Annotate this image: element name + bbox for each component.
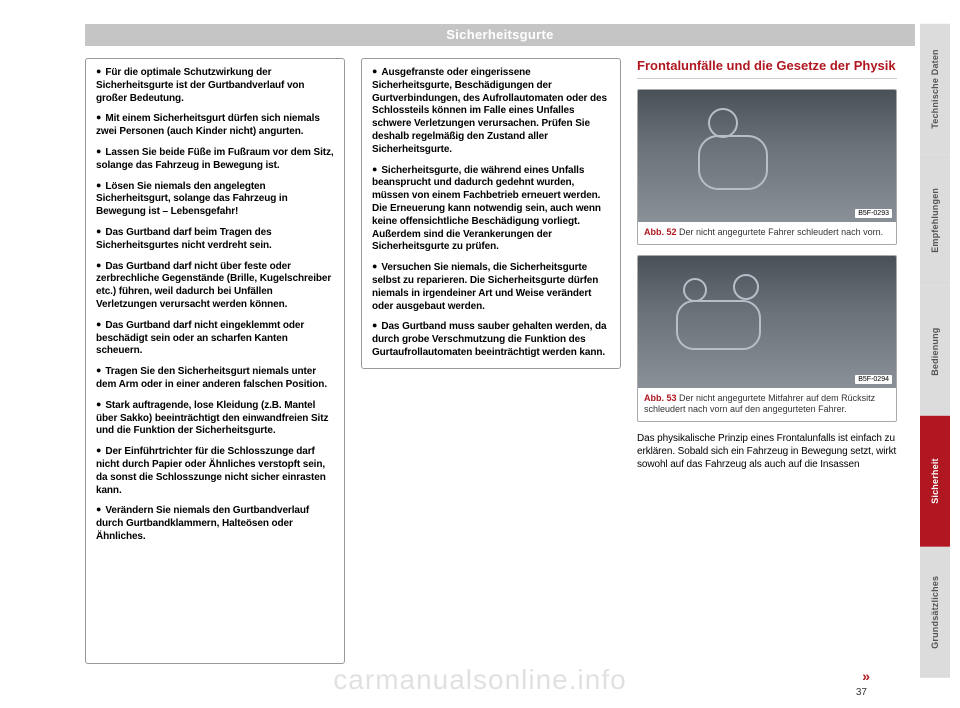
figure-52-caption: Abb. 52 Der nicht angegurtete Fahrer sch… xyxy=(638,222,896,244)
continuation-icon: » xyxy=(862,668,867,684)
figure-53: B5F-0294 Abb. 53 Der nicht angegurtete M… xyxy=(637,255,897,423)
page-number: 37 xyxy=(856,687,867,698)
bullet: Der Einführtrichter für die Schlosszunge… xyxy=(96,446,334,497)
figure-52-image: B5F-0293 xyxy=(638,90,896,222)
bullet: Lösen Sie niemals den angelegten Sicherh… xyxy=(96,181,334,219)
bullet: Lassen Sie beide Füße im Fußraum vor dem… xyxy=(96,147,334,173)
bullet: Stark auftragende, lose Kleidung (z.B. M… xyxy=(96,400,334,438)
page-header-title: Sicherheitsgurte xyxy=(446,27,553,42)
bullet: Das Gurtband darf nicht eingeklemmt oder… xyxy=(96,320,334,358)
tab-bedienung[interactable]: Bedienung xyxy=(920,286,950,417)
bullet: Mit einem Sicherheitsgurt dürfen sich ni… xyxy=(96,113,334,139)
tab-grundsaetzliches[interactable]: Grundsätzliches xyxy=(920,547,950,678)
bullet: Das Gurtband darf beim Tragen des Sicher… xyxy=(96,227,334,253)
body-paragraph: Das physikalische Prinzip eines Frontalu… xyxy=(637,432,897,471)
bullet: Ausgefranste oder eingerissene Sicherhei… xyxy=(372,67,610,157)
warning-box-1: Für die optimale Schutzwirkung der Siche… xyxy=(85,58,345,664)
bullet: Für die optimale Schutzwirkung der Siche… xyxy=(96,67,334,105)
warning-box-2: Ausgefranste oder eingerissene Sicherhei… xyxy=(361,58,621,369)
figure-53-badge: B5F-0294 xyxy=(855,375,892,384)
bullet: Das Gurtband muss sauber gehalten werden… xyxy=(372,321,610,359)
bullet: Sicherheitsgurte, die während eines Unfa… xyxy=(372,165,610,255)
section-title: Frontalunfälle und die Gesetze der Physi… xyxy=(637,58,897,79)
page-header: Sicherheitsgurte xyxy=(85,24,915,46)
bullet: Tragen Sie den Sicherheitsgurt niemals u… xyxy=(96,366,334,392)
side-tabs: Technische Daten Empfehlungen Bedienung … xyxy=(920,24,950,678)
manual-page: Sicherheitsgurte Für die optimale Schutz… xyxy=(85,0,915,708)
figure-53-caption: Abb. 53 Der nicht angegurtete Mitfahrer … xyxy=(638,388,896,422)
tab-sicherheit[interactable]: Sicherheit xyxy=(920,416,950,547)
column-1: Für die optimale Schutzwirkung der Siche… xyxy=(85,58,345,678)
figure-52-caption-text: Der nicht angegurtete Fahrer schleudert … xyxy=(679,227,883,237)
figure-52-badge: B5F-0293 xyxy=(855,209,892,218)
tab-technische-daten[interactable]: Technische Daten xyxy=(920,24,950,155)
tab-empfehlungen[interactable]: Empfehlungen xyxy=(920,155,950,286)
figure-52-abb: Abb. 52 xyxy=(644,227,677,237)
column-2: Ausgefranste oder eingerissene Sicherhei… xyxy=(361,58,621,678)
content-columns: Für die optimale Schutzwirkung der Siche… xyxy=(85,58,915,678)
figure-53-image: B5F-0294 xyxy=(638,256,896,388)
bullet: Das Gurtband darf nicht über feste oder … xyxy=(96,261,334,312)
bullet: Versuchen Sie niemals, die Sicherheitsgu… xyxy=(372,262,610,313)
figure-53-abb: Abb. 53 xyxy=(644,393,677,403)
column-3: Frontalunfälle und die Gesetze der Physi… xyxy=(637,58,897,678)
figure-53-caption-text: Der nicht angegurtete Mitfahrer auf dem … xyxy=(644,393,875,414)
bullet: Verändern Sie niemals den Gurtbandverlau… xyxy=(96,505,334,543)
figure-52: B5F-0293 Abb. 52 Der nicht angegurtete F… xyxy=(637,89,897,245)
